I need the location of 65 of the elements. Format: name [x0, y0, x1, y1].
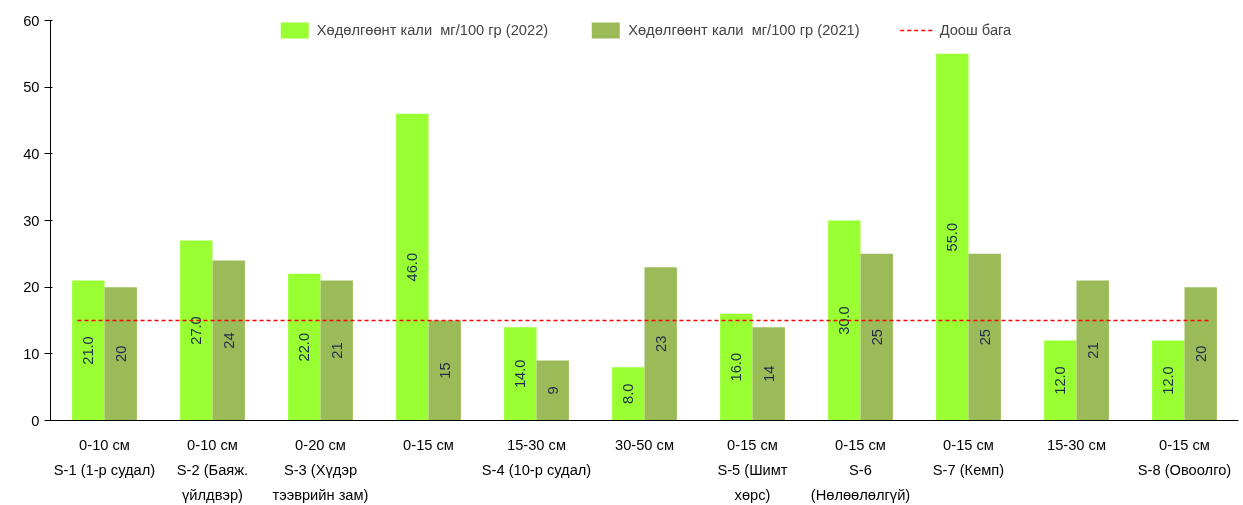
bar	[752, 327, 785, 421]
data-label: 27.0	[188, 316, 205, 345]
data-label: 23	[652, 335, 669, 352]
data-label: 20	[112, 345, 129, 362]
category-label: 0-15 см S-7 (Кемп)	[932, 436, 1005, 478]
bar	[828, 220, 861, 421]
category-label: 0-15 см S-8 (Овоолго)	[1137, 436, 1232, 478]
category-label: 0-15 см S-6 (Нөлөөлөлгүй)	[810, 436, 911, 503]
data-label: 21.0	[80, 336, 97, 365]
data-label: 25	[868, 329, 885, 346]
legend-label: Хөдөлгөөнт кали мг/100 гр (2022)	[316, 22, 549, 38]
bar	[1184, 287, 1217, 421]
bar	[504, 327, 537, 421]
data-label: 9	[544, 386, 561, 395]
data-label: 15	[436, 362, 453, 379]
x-tick-label: 0-15 см	[403, 436, 454, 453]
bar	[720, 313, 753, 421]
bar	[72, 280, 105, 421]
data-label: 25	[976, 329, 993, 346]
data-label: 21	[328, 342, 345, 359]
category-label: 0-20 см S-3 (Хүдэр тээврийн зам)	[272, 436, 369, 503]
data-label: 55.0	[944, 222, 961, 252]
y-tick-label: 0	[31, 412, 40, 429]
category-label: 0-10 см S-2 (Баяж. үйлдвэр)	[176, 436, 249, 503]
bar	[1044, 340, 1077, 421]
bar	[428, 320, 461, 421]
category-label: 15-30 см S-4 (10-р судал)	[481, 436, 592, 478]
category-label: 0-10 см S-1 (1-р судал)	[53, 436, 156, 478]
y-tick-label: 30	[23, 212, 40, 229]
data-label: 12.0	[1160, 366, 1177, 395]
bar	[860, 253, 893, 421]
x-tick-label: 30-50 см	[615, 436, 674, 453]
data-label: 24	[220, 332, 237, 349]
y-tick-label: 10	[23, 345, 40, 362]
data-label: 30.0	[836, 306, 853, 335]
y-tick-label: 40	[23, 145, 40, 162]
data-label: 22.0	[296, 332, 313, 362]
bar	[396, 113, 429, 421]
data-label: 16.0	[728, 352, 745, 382]
y-tick-label: 50	[23, 79, 40, 96]
data-label: 8.0	[620, 383, 637, 405]
bar	[1076, 280, 1109, 421]
x-tick-label: 15-30 см	[1047, 436, 1106, 453]
bar	[1152, 340, 1185, 421]
bar	[936, 53, 969, 421]
bar	[180, 240, 213, 421]
bar	[212, 260, 245, 421]
data-label: 14	[760, 365, 777, 382]
category-label: 0-15 см S-5 (Шимт хөрс)	[717, 436, 788, 503]
data-label: 20	[1192, 345, 1209, 362]
bar	[968, 253, 1001, 421]
y-tick-label: 20	[23, 279, 40, 296]
bar	[320, 280, 353, 421]
legend-label: Доош бага	[939, 22, 1012, 38]
y-tick-label: 60	[23, 12, 40, 29]
data-label: 12.0	[1052, 366, 1069, 395]
bar	[612, 367, 645, 421]
legend-label: Хөдөлгөөнт кали мг/100 гр (2021)	[628, 22, 860, 38]
bar	[104, 287, 137, 421]
data-label: 46.0	[404, 252, 421, 282]
data-label: 21	[1084, 342, 1101, 359]
bar	[644, 267, 677, 421]
bar	[288, 273, 321, 421]
bar	[536, 360, 569, 421]
data-label: 14.0	[512, 359, 529, 389]
